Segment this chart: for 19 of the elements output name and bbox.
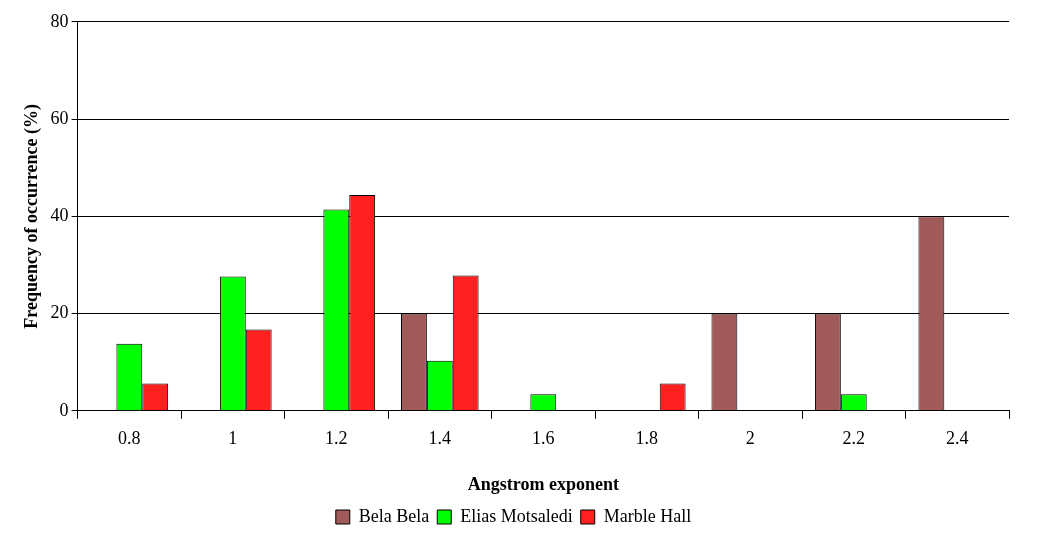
x-tick-label: 1.2 [325,428,348,449]
y-tick-label: 40 [50,205,69,226]
y-tick-label: 80 [50,10,69,31]
legend-label: Elias Motsaledi [460,505,573,526]
x-tick-label: 1.4 [428,428,452,449]
x-tick-label: 2.2 [842,428,866,449]
x-tick-label: 2.4 [946,428,969,449]
x-axis-title: Angstrom exponent [467,473,619,494]
x-tick-label: 1.8 [635,428,659,449]
legend-label: Marble Hall [603,505,692,526]
x-tick-label: 1 [228,428,238,449]
legend-label: Bela Bela [358,505,430,526]
y-tick-label: 60 [50,107,69,128]
y-tick-label: 0 [59,399,69,420]
y-axis-title: Frequency of occurrence (%) [21,103,43,329]
x-tick-label: 2 [745,428,755,449]
y-tick-label: 20 [50,302,69,323]
x-tick-label: 1.6 [532,428,555,449]
x-tick-label: 0.8 [118,428,141,449]
